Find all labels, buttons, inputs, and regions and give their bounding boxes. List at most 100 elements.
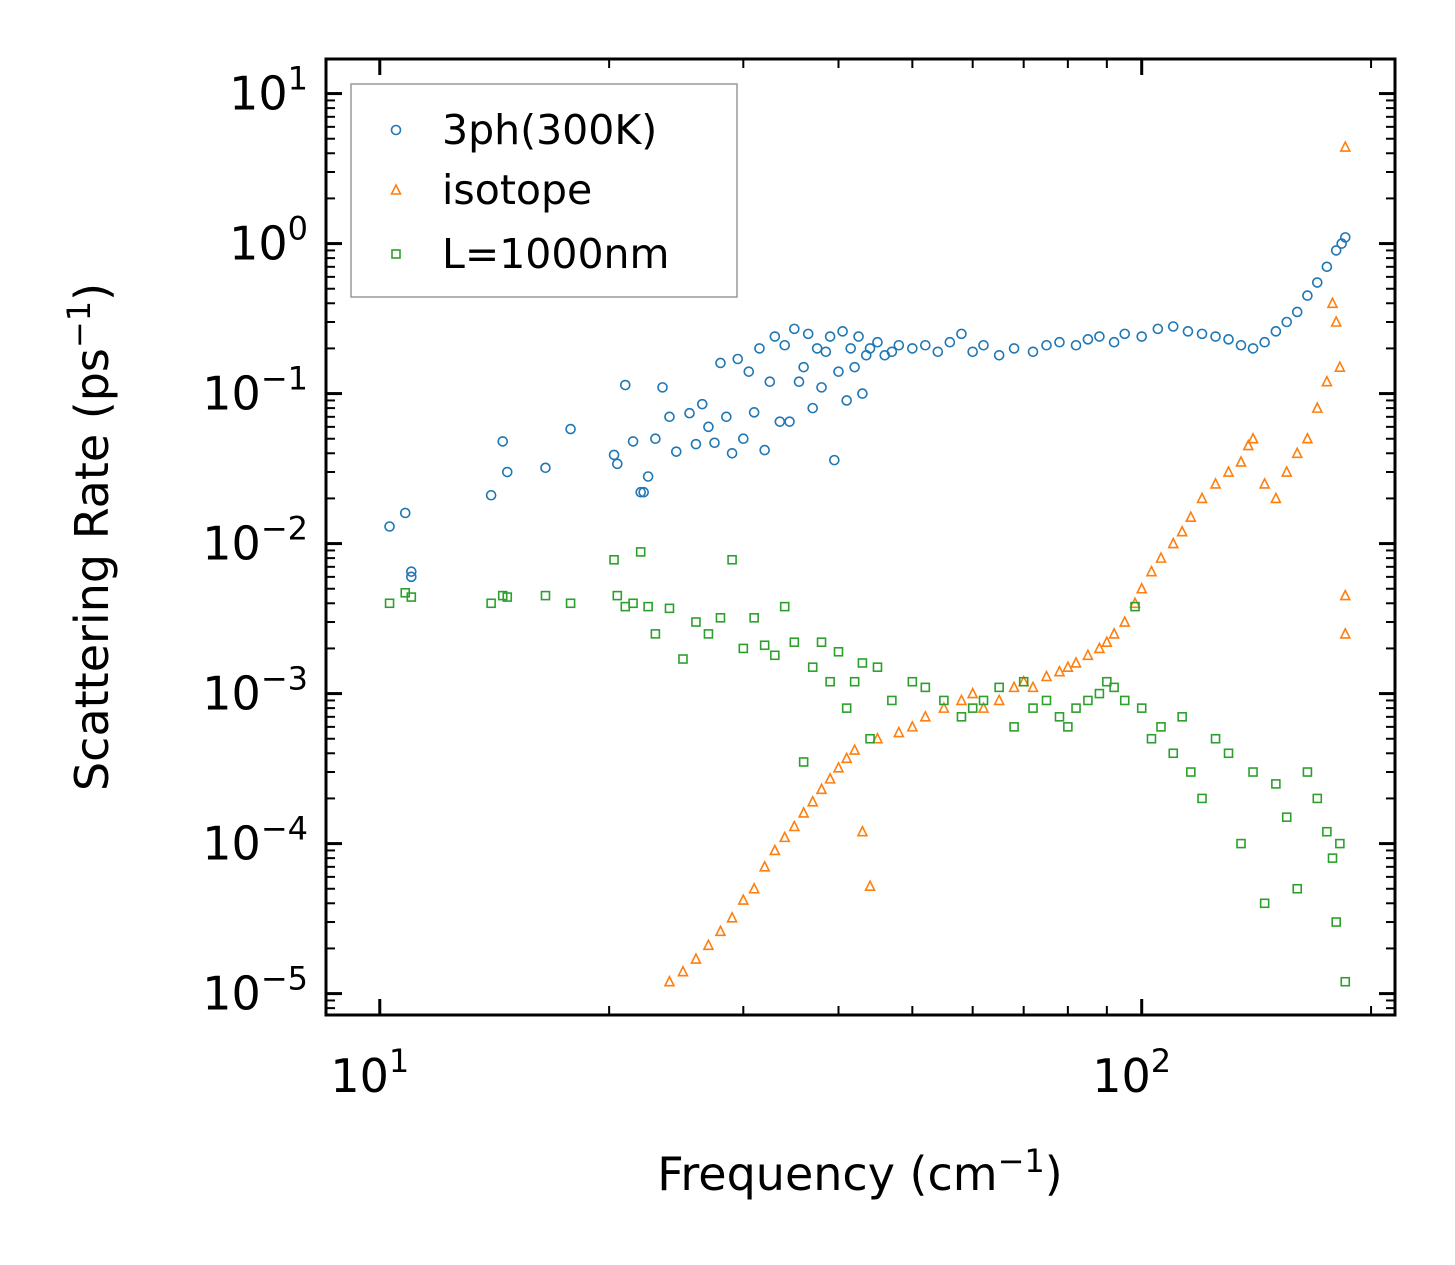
data-point [1109,682,1119,693]
data-point [1331,917,1342,927]
data-point [1222,465,1235,477]
y-tick-label: 100 [229,210,308,271]
data-point [798,757,809,767]
data-point [833,646,844,657]
data-point [770,650,780,661]
data-point [1071,703,1081,713]
data-point [1093,641,1106,654]
data-point [907,343,918,354]
data-point [703,421,714,433]
data-point [501,466,513,478]
data-point [788,819,801,832]
data-point [1321,261,1333,273]
data-point [643,601,653,612]
data-point [690,438,702,450]
data-point [993,349,1005,361]
data-point [721,411,732,423]
data-point [1247,343,1259,354]
data-point [967,703,978,713]
data-point [540,590,551,601]
y-tick-label: 10−4 [202,810,308,871]
y-tick-label: 101 [229,60,308,121]
data-point [938,701,950,713]
data-point [1280,465,1293,477]
data-point [565,423,576,435]
data-point [871,731,884,744]
data-point [1008,343,1020,354]
data-point [748,881,760,894]
data-point [715,357,726,369]
data-point [1167,321,1179,332]
data-point [977,701,990,713]
data-point [664,411,675,423]
data-point [1291,446,1304,459]
data-point [1155,551,1167,563]
data-point [677,964,689,977]
data-point [1334,360,1346,372]
data-point [743,366,755,377]
data-point [857,658,868,668]
legend-marker-1 [390,183,402,195]
data-point [759,640,770,651]
data-point [1281,812,1292,822]
data-point [635,486,646,498]
data-point [1236,838,1246,849]
data-point [779,601,790,612]
data-point [886,346,898,358]
data-point [758,860,771,872]
data-point [1186,767,1196,777]
data-point [714,924,727,937]
data-point [1291,306,1303,318]
data-point [872,662,883,672]
data-point [384,598,395,609]
data-point [406,571,417,583]
data-point [944,336,956,348]
legend: 3ph(300K) isotope L=1000nm [350,83,738,298]
data-point [1094,688,1105,699]
data-point [1196,491,1208,504]
data-point [939,695,949,706]
data-point [1335,838,1345,849]
x-tick-label: 102 [1092,1042,1171,1103]
data-point [864,343,876,354]
data-point [384,521,395,532]
series-0 [384,232,1351,583]
data-point [840,751,853,764]
data-point [816,382,827,393]
data-point [1070,339,1082,351]
y-tick-label: 10−2 [202,510,308,571]
data-point [1083,695,1093,706]
data-point [1041,695,1052,706]
data-point [1009,722,1019,732]
data-point [1302,767,1313,777]
data-point [1119,695,1130,706]
data-point [1167,536,1180,549]
data-point [663,974,676,987]
data-point [956,712,967,722]
data-point [832,761,845,773]
data-point [1152,323,1164,335]
data-point [978,339,989,351]
data-point [650,433,661,445]
data-point [789,637,800,648]
data-point [642,471,654,482]
data-point [635,547,646,557]
data-point [1082,648,1094,661]
data-point [709,437,720,449]
data-point [657,382,668,393]
x-tick-label: 101 [330,1042,409,1103]
data-point [406,566,417,577]
data-point [833,366,844,377]
data-point [1210,331,1221,342]
data-point [1054,712,1065,722]
data-point [702,938,715,951]
data-point [798,361,809,373]
data-point [759,444,770,456]
data-point [774,416,786,427]
data-point [807,662,818,672]
data-point [732,353,744,365]
data-point [1027,680,1039,693]
data-point [619,379,631,391]
data-point [789,323,800,335]
